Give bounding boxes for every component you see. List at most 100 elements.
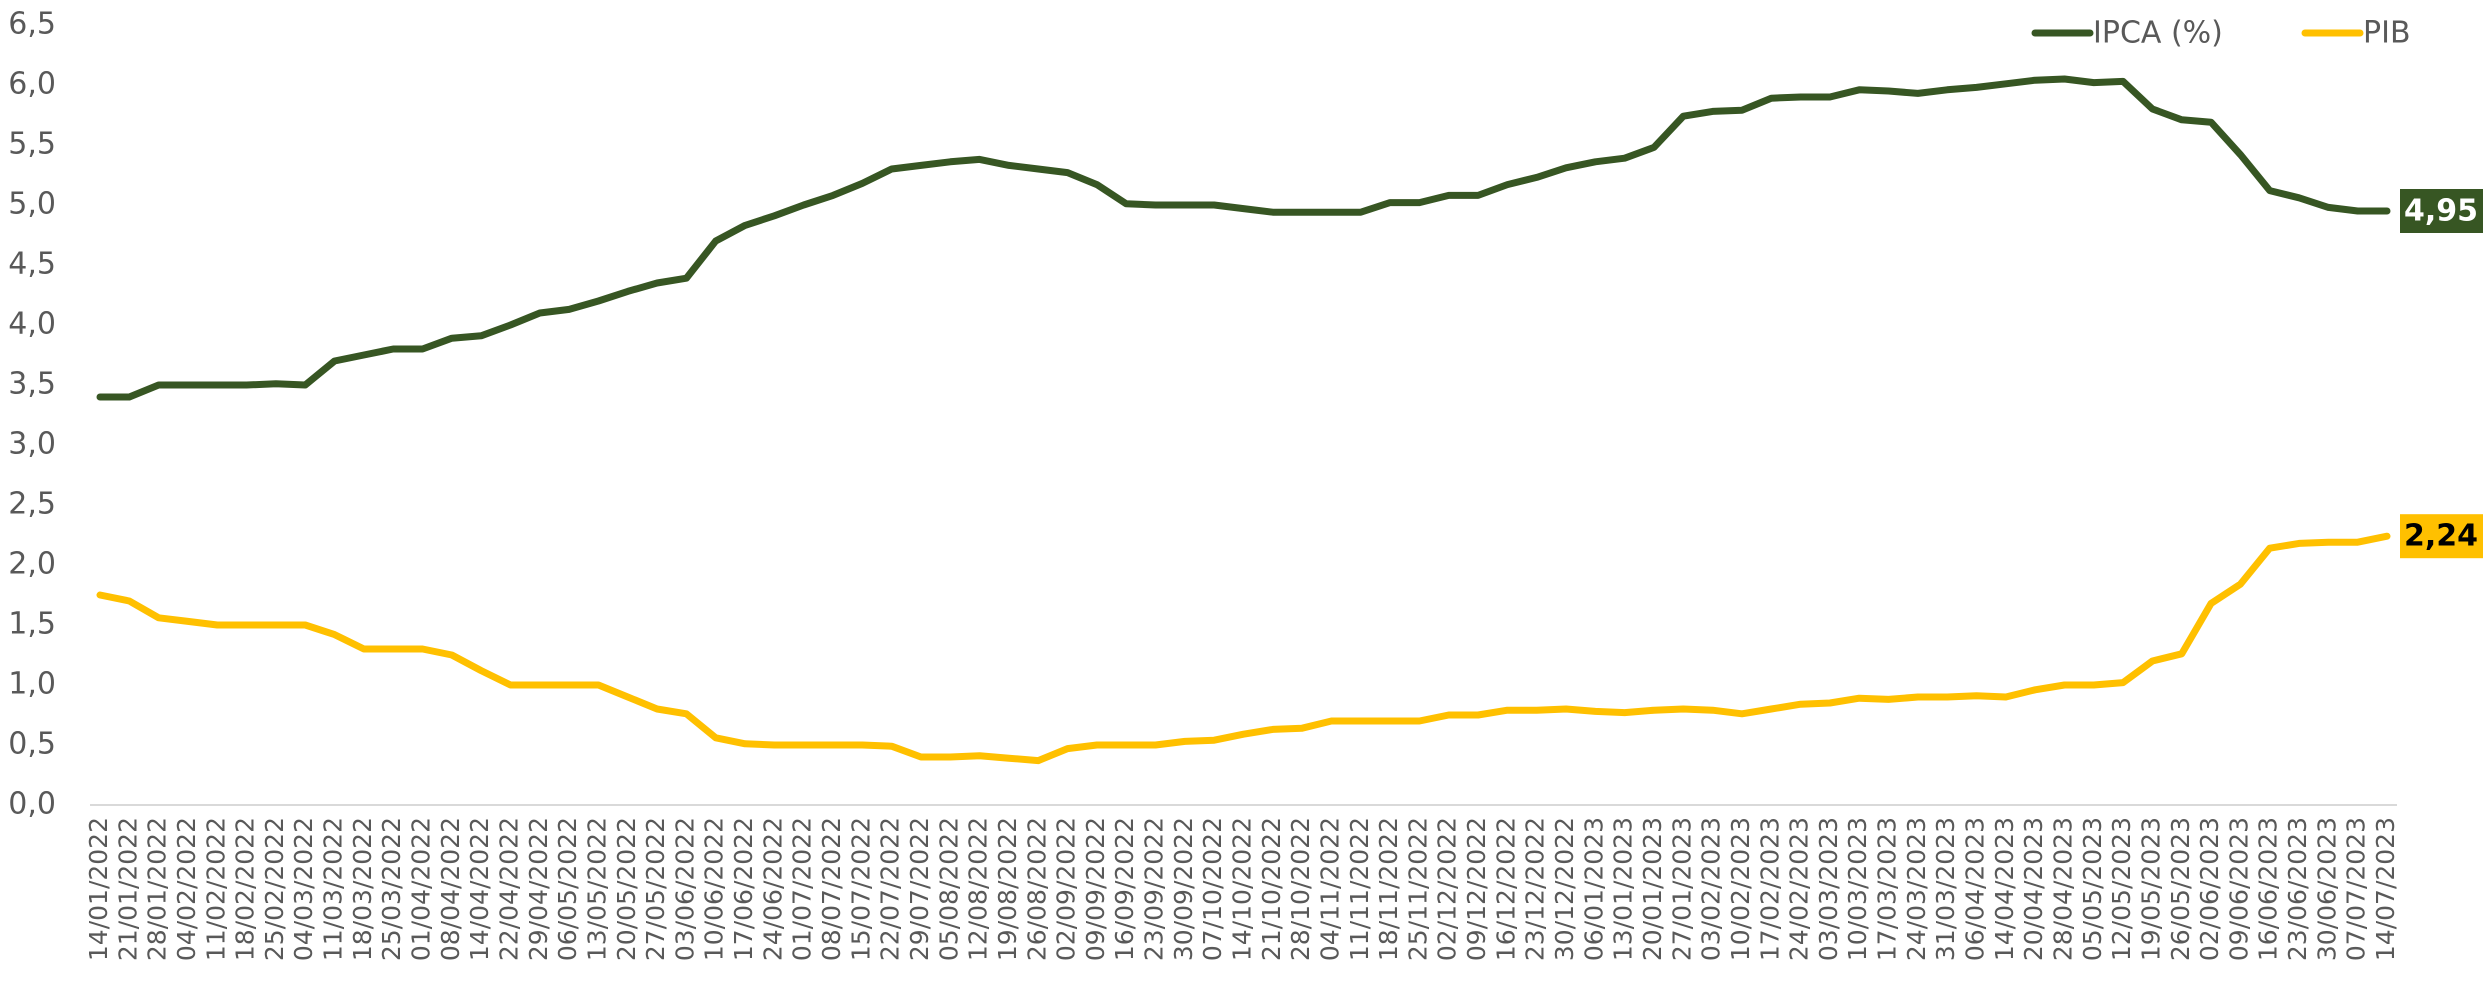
x-tick-label: 04/11/2022: [1315, 817, 1344, 961]
y-tick-label: 6,5: [8, 7, 56, 42]
x-tick-label: 10/02/2023: [1726, 817, 1755, 961]
y-tick-label: 1,5: [8, 607, 56, 642]
y-tick-label: 3,0: [8, 427, 56, 462]
y-tick-label: 5,0: [8, 187, 56, 222]
x-tick-label: 01/04/2022: [407, 817, 436, 961]
x-tick-label: 30/06/2023: [2312, 817, 2341, 961]
end-label: 4,95: [2404, 194, 2478, 229]
x-tick-label: 27/05/2022: [641, 817, 670, 961]
x-tick-label: 11/02/2022: [201, 817, 230, 961]
x-tick-label: 03/03/2023: [1814, 817, 1843, 961]
x-tick-label: 25/03/2022: [377, 817, 406, 961]
x-tick-label: 09/09/2022: [1081, 817, 1110, 961]
legend-label: IPCA (%): [2093, 16, 2223, 51]
legend-label: PIB: [2363, 16, 2411, 51]
x-tick-label: 14/10/2022: [1228, 817, 1257, 961]
x-tick-label: 09/06/2023: [2224, 817, 2253, 961]
end-label-box: [2400, 189, 2483, 233]
x-tick-label: 27/01/2023: [1667, 817, 1696, 961]
x-tick-label: 16/09/2022: [1110, 817, 1139, 961]
line-series: [96, 75, 2391, 401]
x-tick-label: 06/01/2023: [1579, 817, 1608, 961]
x-tick-label: 23/06/2023: [2283, 817, 2312, 961]
x-tick-label: 31/03/2023: [1931, 817, 1960, 961]
x-tick-label: 03/02/2023: [1697, 817, 1726, 961]
x-tick-label: 12/08/2022: [964, 817, 993, 961]
x-tick-label: 15/07/2022: [846, 817, 875, 961]
x-tick-label: 24/02/2023: [1785, 817, 1814, 961]
x-tick-label: 28/04/2023: [2048, 817, 2077, 961]
x-tick-label: 10/06/2022: [700, 817, 729, 961]
x-tick-label: 18/02/2022: [231, 817, 260, 961]
x-tick-label: 04/02/2022: [172, 817, 201, 961]
x-tick-label: 12/05/2023: [2107, 817, 2136, 961]
y-tick-label: 3,5: [8, 367, 56, 402]
y-tick-label: 2,5: [8, 487, 56, 522]
x-tick-label: 18/03/2022: [348, 817, 377, 961]
x-tick-label: 28/10/2022: [1286, 817, 1315, 961]
x-tick-label: 05/08/2022: [934, 817, 963, 961]
y-tick-label: 4,0: [8, 307, 56, 342]
y-tick-label: 5,5: [8, 127, 56, 162]
x-tick-label: 20/05/2022: [612, 817, 641, 961]
end-label-box: [2400, 514, 2483, 559]
x-tick-label: 19/05/2023: [2136, 817, 2165, 961]
x-tick-label: 20/01/2023: [1638, 817, 1667, 961]
x-tick-label: 05/05/2023: [2078, 817, 2107, 961]
x-tick-label: 17/02/2023: [1755, 817, 1784, 961]
x-tick-label: 11/11/2022: [1345, 817, 1374, 961]
x-tick-label: 23/12/2022: [1521, 817, 1550, 961]
line-series: [96, 532, 2391, 765]
x-tick-label: 11/03/2022: [319, 817, 348, 961]
x-tick-label: 06/05/2022: [553, 817, 582, 961]
x-tick-label: 08/07/2022: [817, 817, 846, 961]
x-tick-label: 10/03/2023: [1843, 817, 1872, 961]
x-tick-label: 26/05/2023: [2166, 817, 2195, 961]
x-tick-label: 18/11/2022: [1374, 817, 1403, 961]
x-tick-label: 14/01/2022: [84, 817, 113, 961]
end-label: 2,24: [2404, 519, 2478, 554]
x-tick-label: 19/08/2022: [993, 817, 1022, 961]
x-tick-label: 17/06/2022: [729, 817, 758, 961]
x-tick-label: 26/08/2022: [1022, 817, 1051, 961]
x-tick-label: 16/06/2023: [2254, 817, 2283, 961]
x-tick-label: 29/04/2022: [524, 817, 553, 961]
x-tick-label: 30/09/2022: [1169, 817, 1198, 961]
x-tick-label: 23/09/2022: [1140, 817, 1169, 961]
x-tick-label: 07/10/2022: [1198, 817, 1227, 961]
x-tick-label: 17/03/2023: [1873, 817, 1902, 961]
y-tick-label: 0,5: [8, 727, 56, 762]
x-tick-label: 01/07/2022: [788, 817, 817, 961]
x-tick-label: 14/04/2022: [465, 817, 494, 961]
y-tick-label: 2,0: [8, 547, 56, 582]
y-tick-label: 0,0: [8, 787, 56, 822]
x-tick-label: 28/01/2022: [143, 817, 172, 961]
x-tick-label: 03/06/2022: [670, 817, 699, 961]
x-tick-label: 21/10/2022: [1257, 817, 1286, 961]
x-tick-label: 16/12/2022: [1491, 817, 1520, 961]
x-tick-label: 29/07/2022: [905, 817, 934, 961]
x-tick-label: 07/07/2023: [2342, 817, 2371, 961]
y-tick-label: 1,0: [8, 667, 56, 702]
x-tick-label: 22/07/2022: [876, 817, 905, 961]
x-tick-label: 25/02/2022: [260, 817, 289, 961]
x-tick-label: 14/04/2023: [1990, 817, 2019, 961]
x-tick-label: 24/06/2022: [758, 817, 787, 961]
x-tick-label: 09/12/2022: [1462, 817, 1491, 961]
x-tick-label: 20/04/2023: [2019, 817, 2048, 961]
y-tick-label: 6,0: [8, 67, 56, 102]
x-tick-label: 02/09/2022: [1052, 817, 1081, 961]
x-tick-label: 14/07/2023: [2371, 817, 2400, 961]
x-tick-label: 06/04/2023: [1961, 817, 1990, 961]
y-tick-label: 4,5: [8, 247, 56, 282]
x-tick-label: 22/04/2022: [494, 817, 523, 961]
x-tick-label: 25/11/2022: [1403, 817, 1432, 961]
x-tick-label: 02/12/2022: [1433, 817, 1462, 961]
x-tick-label: 08/04/2022: [436, 817, 465, 961]
x-tick-label: 24/03/2023: [1902, 817, 1931, 961]
x-tick-label: 21/01/2022: [113, 817, 142, 961]
x-tick-label: 13/05/2022: [582, 817, 611, 961]
x-tick-label: 30/12/2022: [1550, 817, 1579, 961]
